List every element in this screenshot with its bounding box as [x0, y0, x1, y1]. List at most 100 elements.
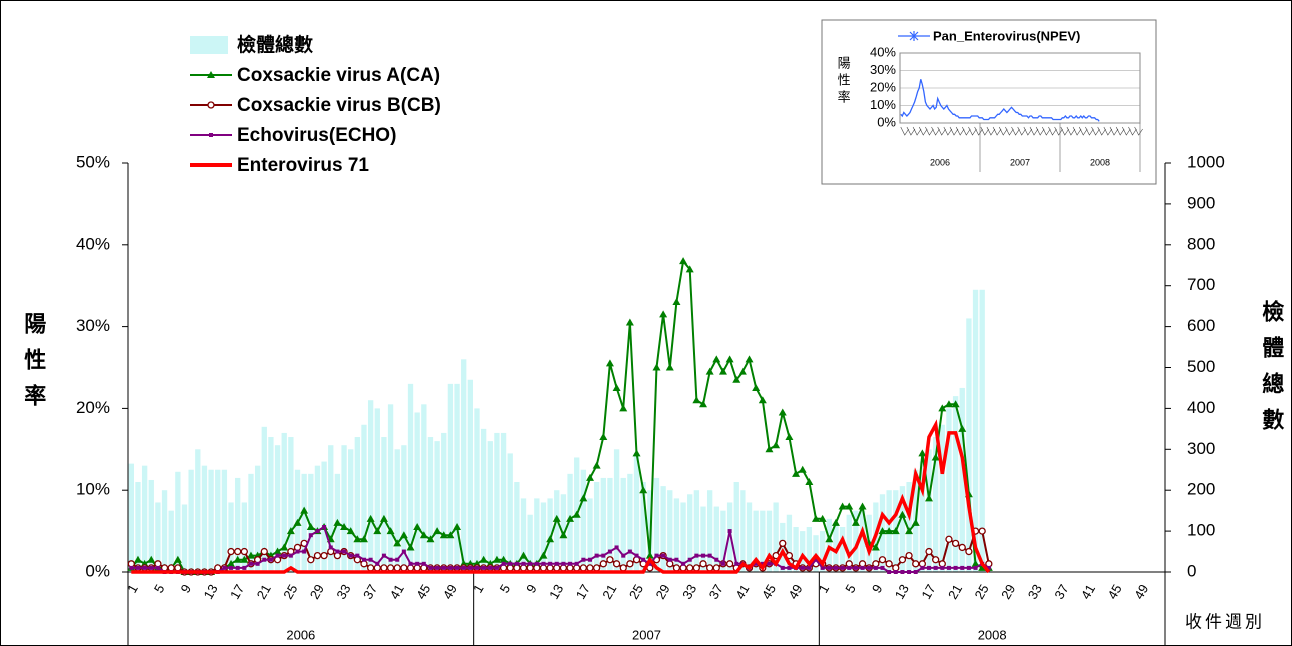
- bar: [494, 432, 500, 572]
- bar: [746, 502, 753, 572]
- marker: [568, 561, 573, 566]
- x-tick-label: 21: [945, 582, 965, 602]
- bar: [620, 477, 626, 572]
- marker: [468, 565, 473, 570]
- x-tick-label: 5: [842, 582, 859, 596]
- bar: [135, 482, 141, 572]
- marker: [818, 514, 827, 522]
- marker: [840, 565, 845, 570]
- marker: [685, 265, 694, 273]
- marker: [732, 375, 741, 383]
- marker: [900, 570, 905, 574]
- bar: [155, 502, 161, 572]
- inset-x-tick-squiggle: [1048, 126, 1057, 136]
- marker: [295, 549, 300, 554]
- marker: [492, 555, 501, 563]
- marker: [953, 565, 958, 570]
- bar: [554, 490, 560, 572]
- y2-tick-label: 600: [1187, 316, 1215, 335]
- marker: [654, 553, 659, 558]
- marker: [546, 535, 555, 543]
- inset-year-label: 2006: [930, 157, 950, 167]
- marker: [448, 565, 453, 570]
- marker: [893, 570, 898, 574]
- y-tick-label: 50%: [76, 152, 110, 171]
- bar: [188, 469, 194, 572]
- bar: [367, 400, 374, 572]
- y2-tick-label: 500: [1187, 357, 1215, 376]
- bar: [454, 383, 460, 572]
- marker: [419, 531, 428, 539]
- marker: [601, 553, 606, 558]
- marker: [911, 518, 920, 526]
- y-tick-label: 20%: [76, 398, 110, 417]
- x-tick-label: 25: [626, 582, 646, 602]
- inset-x-tick-squiggle: [1097, 126, 1106, 136]
- marker: [494, 565, 499, 570]
- bar: [853, 510, 859, 572]
- marker: [725, 355, 734, 363]
- x-axis-label: 收件週別: [1185, 612, 1265, 631]
- marker: [925, 547, 933, 556]
- bar: [846, 514, 852, 572]
- bar: [215, 469, 221, 572]
- marker: [639, 486, 648, 494]
- bar: [753, 510, 759, 572]
- marker: [831, 518, 840, 526]
- inset-x-tick-squiggle: [912, 126, 922, 136]
- x-tick-label: 17: [227, 582, 247, 602]
- bar: [195, 449, 201, 572]
- inset-legend-marker: [909, 31, 919, 41]
- marker: [406, 543, 415, 551]
- inset-y-tick-label: 20%: [870, 79, 896, 94]
- marker: [286, 527, 295, 535]
- marker: [913, 570, 918, 574]
- marker: [209, 133, 213, 137]
- marker: [561, 561, 566, 566]
- marker: [322, 525, 327, 530]
- legend-swatch: [190, 36, 228, 54]
- inset-x-tick-squiggle: [1115, 126, 1125, 136]
- marker: [461, 565, 466, 570]
- marker: [986, 565, 991, 570]
- marker: [912, 560, 920, 568]
- bar: [221, 469, 228, 572]
- x-tick-label: 17: [573, 582, 593, 602]
- marker: [260, 547, 268, 556]
- bar: [434, 441, 440, 572]
- marker: [408, 561, 413, 566]
- inset-x-tick-squiggle: [1091, 126, 1100, 136]
- bar: [514, 482, 520, 572]
- marker: [147, 555, 156, 563]
- x-tick-label: 49: [440, 582, 460, 602]
- marker: [308, 533, 313, 538]
- marker: [606, 556, 614, 564]
- inset-x-tick-squiggle: [1060, 126, 1070, 136]
- marker: [548, 561, 553, 566]
- bar: [288, 437, 294, 572]
- y2-tick-label: 800: [1187, 234, 1215, 253]
- inset-year-label: 2007: [1010, 157, 1030, 167]
- marker: [234, 547, 242, 556]
- marker: [240, 547, 248, 556]
- marker: [508, 561, 513, 566]
- marker: [805, 478, 814, 486]
- y2-tick-label: 700: [1187, 275, 1215, 294]
- marker: [379, 514, 388, 522]
- marker: [792, 469, 801, 477]
- marker: [940, 565, 945, 570]
- year-label: 2007: [632, 627, 661, 642]
- x-tick-label: 21: [599, 582, 619, 602]
- bar: [447, 383, 454, 572]
- marker: [807, 565, 812, 570]
- marker: [581, 557, 586, 562]
- marker: [814, 557, 819, 562]
- bar: [441, 432, 447, 572]
- x-tick-label: 21: [254, 582, 274, 602]
- inset-x-tick-squiggle: [1128, 126, 1137, 136]
- x-tick-label: 45: [759, 582, 779, 602]
- x-tick-label: 29: [998, 582, 1018, 602]
- marker: [692, 564, 701, 572]
- marker: [905, 551, 913, 560]
- inset-x-tick-squiggle: [937, 126, 946, 136]
